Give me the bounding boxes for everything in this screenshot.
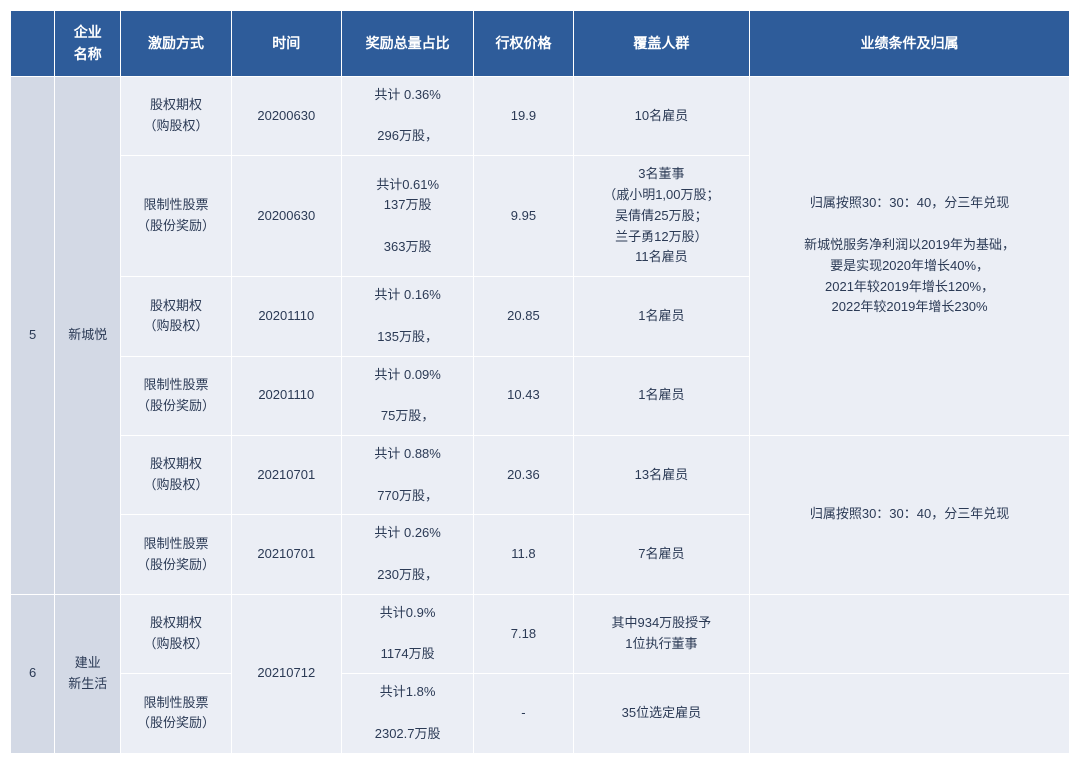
cell-cond <box>750 674 1070 753</box>
table-row: 限制性股票 （股份奖励） 共计1.8% 2302.7万股 - 35位选定雇员 <box>11 674 1070 753</box>
cell-price: 9.95 <box>474 156 573 277</box>
cell-time: 20210701 <box>231 435 341 514</box>
cell-type: 限制性股票 （股份奖励） <box>121 156 231 277</box>
cell-price: 20.36 <box>474 435 573 514</box>
cell-ratio: 共计 0.88% 770万股， <box>341 435 473 514</box>
col-header-name: 企业 名称 <box>55 11 121 77</box>
table-body: 5 新城悦 股权期权 （购股权） 20200630 共计 0.36% 296万股… <box>11 76 1070 753</box>
cell-type: 股权期权 （购股权） <box>121 277 231 356</box>
cell-cover: 35位选定雇员 <box>573 674 750 753</box>
cell-time: 20201110 <box>231 277 341 356</box>
cell-cover: 3名董事 （戚小明1,00万股； 吴倩倩25万股； 兰子勇12万股） 11名雇员 <box>573 156 750 277</box>
cell-price: 10.43 <box>474 356 573 435</box>
cell-type: 股权期权 （购股权） <box>121 594 231 673</box>
cell-ratio: 共计 0.26% 230万股， <box>341 515 473 594</box>
cell-cond: 归属按照30：30：40，分三年兑现 <box>750 435 1070 594</box>
cell-type: 限制性股票 （股份奖励） <box>121 356 231 435</box>
cell-type: 限制性股票 （股份奖励） <box>121 674 231 753</box>
cell-name: 建业 新生活 <box>55 594 121 753</box>
col-header-time: 时间 <box>231 11 341 77</box>
cell-idx: 5 <box>11 76 55 594</box>
cell-price: 11.8 <box>474 515 573 594</box>
cell-cond: 归属按照30：30：40，分三年兑现 新城悦服务净利润以2019年为基础， 要是… <box>750 76 1070 435</box>
cell-price: - <box>474 674 573 753</box>
cell-type: 限制性股票 （股份奖励） <box>121 515 231 594</box>
cell-time: 20210701 <box>231 515 341 594</box>
cell-ratio: 共计1.8% 2302.7万股 <box>341 674 473 753</box>
cell-time: 20200630 <box>231 156 341 277</box>
cell-cover: 7名雇员 <box>573 515 750 594</box>
col-header-idx <box>11 11 55 77</box>
col-header-type: 激励方式 <box>121 11 231 77</box>
cell-price: 19.9 <box>474 76 573 155</box>
cell-price: 20.85 <box>474 277 573 356</box>
cell-cond <box>750 594 1070 673</box>
col-header-ratio: 奖励总量占比 <box>341 11 473 77</box>
header-row: 企业 名称 激励方式 时间 奖励总量占比 行权价格 覆盖人群 业绩条件及归属 <box>11 11 1070 77</box>
col-header-price: 行权价格 <box>474 11 573 77</box>
cell-type: 股权期权 （购股权） <box>121 435 231 514</box>
cell-time: 20200630 <box>231 76 341 155</box>
cell-ratio: 共计 0.09% 75万股， <box>341 356 473 435</box>
cell-cover: 10名雇员 <box>573 76 750 155</box>
table-row: 5 新城悦 股权期权 （购股权） 20200630 共计 0.36% 296万股… <box>11 76 1070 155</box>
cell-ratio: 共计0.9% 1174万股 <box>341 594 473 673</box>
cell-cover: 13名雇员 <box>573 435 750 514</box>
cell-type: 股权期权 （购股权） <box>121 76 231 155</box>
cell-name: 新城悦 <box>55 76 121 594</box>
cell-ratio: 共计0.61% 137万股 363万股 <box>341 156 473 277</box>
col-header-cond: 业绩条件及归属 <box>750 11 1070 77</box>
cell-price: 7.18 <box>474 594 573 673</box>
col-header-cover: 覆盖人群 <box>573 11 750 77</box>
equity-incentive-table: 企业 名称 激励方式 时间 奖励总量占比 行权价格 覆盖人群 业绩条件及归属 5… <box>10 10 1070 754</box>
cell-cover: 其中934万股授予 1位执行董事 <box>573 594 750 673</box>
cell-time: 20201110 <box>231 356 341 435</box>
cell-idx: 6 <box>11 594 55 753</box>
cell-ratio: 共计 0.36% 296万股， <box>341 76 473 155</box>
cell-cover: 1名雇员 <box>573 277 750 356</box>
cell-time: 20210712 <box>231 594 341 753</box>
cell-ratio: 共计 0.16% 135万股， <box>341 277 473 356</box>
table-row: 6 建业 新生活 股权期权 （购股权） 20210712 共计0.9% 1174… <box>11 594 1070 673</box>
cell-cover: 1名雇员 <box>573 356 750 435</box>
table-row: 股权期权 （购股权） 20210701 共计 0.88% 770万股， 20.3… <box>11 435 1070 514</box>
